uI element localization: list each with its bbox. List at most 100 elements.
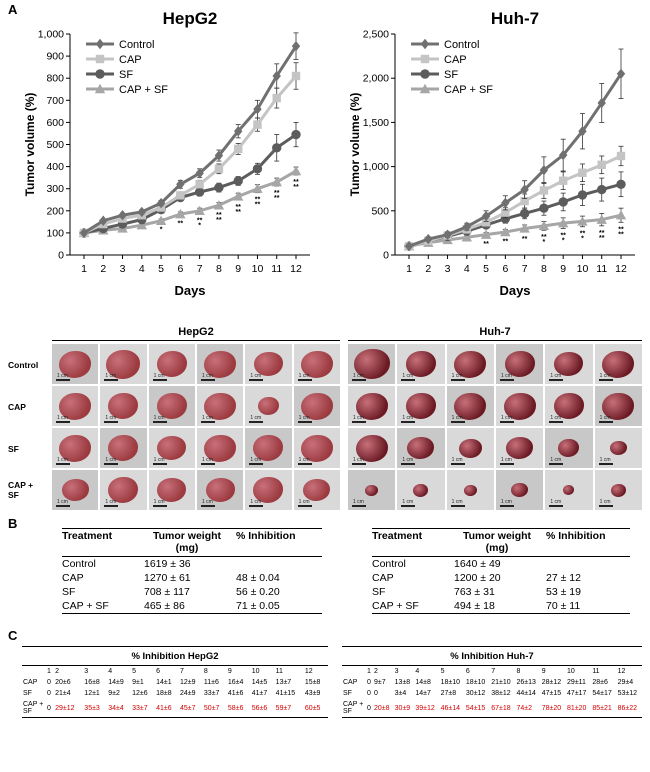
inhibition-cell: 34±4 <box>108 704 124 712</box>
inhibition-cell: 58±6 <box>227 704 244 712</box>
y-tick-label: 600 <box>46 117 64 129</box>
data-point <box>253 120 262 129</box>
inhibition-cell: 29±11 <box>567 679 586 686</box>
data-point <box>175 208 186 219</box>
inhibition-cell: 85±21 <box>592 704 612 712</box>
scale-bar <box>200 379 215 381</box>
tumor-photo: 1 cm <box>545 428 593 468</box>
tumor-photo: 1 cm <box>52 428 99 468</box>
scale-bar-label: 1 cm <box>353 415 364 421</box>
x-tick-label: 12 <box>615 263 627 275</box>
tumor-photo: 1 cm <box>397 386 445 426</box>
day-header: 12 <box>304 668 313 675</box>
scale-bar <box>598 463 613 465</box>
tumor-photo: 1 cm <box>348 428 396 468</box>
scale-bar <box>401 379 416 381</box>
cell-inhibition: 70 ± 11 <box>546 600 581 612</box>
inhibition-cell: 14±1 <box>156 679 172 686</box>
tumor-specimen <box>355 392 388 420</box>
day-header: 6 <box>156 668 160 675</box>
y-tick-label: 0 <box>58 250 64 262</box>
significance-mark: ** <box>618 231 624 238</box>
data-point <box>213 200 225 210</box>
significance-mark: * <box>562 237 565 244</box>
tumor-weight-table-huh7: Treatment Tumor weight (mg) % Inhibition… <box>372 528 630 614</box>
tumor-weight-table-huh7-wrap: Treatment Tumor weight (mg) % Inhibition… <box>372 528 630 614</box>
inhibition-cell: 18±8 <box>156 690 172 697</box>
significance-mark: ** <box>293 184 299 191</box>
x-tick-label: 11 <box>596 263 607 275</box>
inhibition-cell: 0 <box>47 690 51 697</box>
tumor-specimen <box>458 438 482 458</box>
cell-weight: 1619 ± 36 <box>144 558 191 570</box>
hepg2-photo-block: HepG2 1 cm 1 cm 1 cm 1 cm 1 cm 1 cm 1 cm 1 cm 1 … <box>52 326 340 510</box>
tumor-photo: 1 cm <box>495 386 544 426</box>
scale-bar-label: 1 cm <box>500 457 512 463</box>
inhibition-cell: 11±6 <box>203 679 219 686</box>
inhibition-table-hepg2-wrap: % Inhibition HepG2 1 2 3 4 5 6 7 8 9 10 11 12 CAP 0 20… <box>22 646 328 718</box>
inhibition-cell: 41±6 <box>156 704 172 712</box>
tumor-specimen <box>157 478 187 502</box>
cell-inhibition: 53 ± 19 <box>546 586 581 598</box>
tumor-specimen <box>554 352 584 376</box>
scale-bar <box>352 421 366 423</box>
legend-label: CAP <box>444 54 467 66</box>
inhibition-cell: 41±7 <box>251 690 268 697</box>
tumor-photo: 1 cm <box>446 470 494 510</box>
significance-mark: * <box>160 227 163 234</box>
tumor-specimen <box>405 393 436 419</box>
cell-treatment: Control <box>62 558 96 570</box>
data-point <box>577 190 588 200</box>
inhibition-cell: 0 <box>367 690 371 697</box>
data-point <box>194 205 205 215</box>
y-tick-label: 500 <box>46 139 64 151</box>
tumor-specimen <box>156 351 187 377</box>
legend-marker <box>95 54 105 64</box>
scale-bar <box>598 421 613 423</box>
scale-bar-label: 1 cm <box>250 373 262 379</box>
scale-bar <box>499 421 514 423</box>
scale-bar <box>152 421 167 423</box>
legend-marker <box>420 38 430 50</box>
tumor-specimen <box>454 392 487 420</box>
scale-bar-label: 1 cm <box>402 499 414 505</box>
scale-bar <box>499 463 514 465</box>
scale-bar <box>104 463 119 465</box>
tumor-photo: 1 cm <box>100 386 147 426</box>
scale-bar-label: 1 cm <box>57 457 68 463</box>
x-tick-label: 6 <box>177 263 183 275</box>
tumor-photo: 1 cm <box>148 428 195 468</box>
data-point <box>539 186 549 195</box>
inhibition-cell: 43±9 <box>304 690 321 697</box>
tumor-photo: 1 cm <box>293 344 340 384</box>
cell-weight: 1270 ± 61 <box>144 572 191 584</box>
scale-bar-label: 1 cm <box>353 457 364 463</box>
tumor-specimen <box>61 479 89 501</box>
scale-bar-label: 1 cm <box>105 415 117 421</box>
y-tick-label: 0 <box>383 250 389 262</box>
scale-bar-label: 1 cm <box>105 457 117 463</box>
data-point <box>615 210 627 220</box>
legend-entry-cap: CAP <box>86 54 142 66</box>
row-label: CAP <box>343 679 358 686</box>
tumor-specimen <box>355 434 388 462</box>
scale-bar-label: 1 cm <box>250 499 262 505</box>
data-point <box>616 179 626 189</box>
data-point <box>252 183 263 193</box>
data-point <box>118 210 127 221</box>
header-weight: Tumor weight (mg) <box>462 530 532 554</box>
day-header: 10 <box>567 668 575 675</box>
significance-mark: ** <box>599 235 605 242</box>
inhibition-cell: 21±10 <box>491 679 511 686</box>
data-point <box>271 176 282 187</box>
data-point <box>291 71 301 81</box>
scale-bar <box>352 463 366 465</box>
scale-bar <box>450 463 465 465</box>
tumor-specimen <box>463 484 477 496</box>
x-tick-label: 9 <box>560 263 566 275</box>
tumor-photo: 1 cm <box>196 470 244 510</box>
tumor-specimen <box>303 479 331 501</box>
tumor-specimen <box>108 393 139 419</box>
scale-bar-label: 1 cm <box>250 415 262 421</box>
tumor-photo: 1 cm <box>495 428 544 468</box>
